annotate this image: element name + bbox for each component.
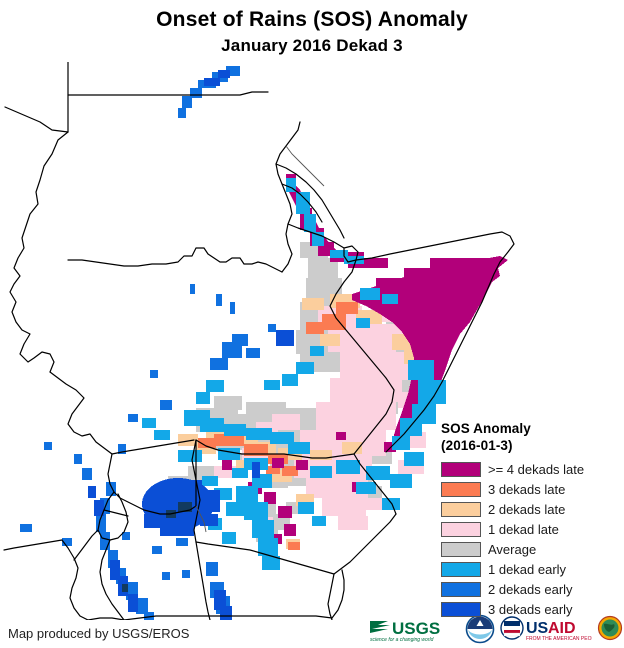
fewsnet-logo[interactable]: FEWS NET FAMINE EARLY WARNING SYSTEMS NE…	[597, 613, 624, 645]
legend-item[interactable]: >= 4 dekads late	[441, 459, 619, 479]
legend-item[interactable]: 1 dekad late	[441, 519, 619, 539]
legend-swatch-icon	[441, 581, 481, 597]
legend-swatch-icon	[441, 481, 481, 497]
legend-title: SOS Anomaly	[441, 421, 531, 436]
legend-swatch-icon	[441, 461, 481, 477]
legend-item-label: Average	[488, 541, 537, 557]
legend-swatch-icon	[441, 601, 481, 617]
noaa-logo-icon	[465, 614, 495, 644]
legend-item[interactable]: 1 dekad early	[441, 559, 619, 579]
svg-text:US: US	[526, 620, 549, 637]
usgs-logo[interactable]: USGS science for a changing world	[368, 613, 460, 645]
legend-item[interactable]: 2 dekads early	[441, 579, 619, 599]
map-canvas[interactable]: SOS Anomaly (2016-01-3) >= 4 dekads late…	[0, 62, 624, 620]
map-credit: Map produced by USGS/EROS	[8, 626, 190, 641]
legend-item[interactable]: 3 dekads early	[441, 599, 619, 619]
country-borders	[3, 62, 515, 620]
legend-subtitle: (2016-01-3)	[441, 438, 513, 453]
usaid-logo[interactable]: US AID FROM THE AMERICAN PEOPLE	[500, 613, 592, 645]
legend-item-label: 1 dekad early	[488, 561, 567, 577]
svg-text:FROM THE AMERICAN PEOPLE: FROM THE AMERICAN PEOPLE	[526, 636, 592, 642]
logo-bar: USGS science for a changing world US AID	[368, 612, 624, 646]
legend-item[interactable]: >= 4 dekads early	[441, 619, 619, 620]
legend-item-label: 2 dekads late	[488, 501, 566, 517]
usgs-logo-icon: USGS science for a changing world	[370, 619, 440, 643]
legend-item[interactable]: 2 dekads late	[441, 499, 619, 519]
noaa-logo[interactable]	[465, 613, 495, 645]
page-subtitle: January 2016 Dekad 3	[221, 36, 403, 55]
legend-item-label: 3 dekads early	[488, 601, 573, 617]
svg-text:AID: AID	[548, 620, 576, 637]
page-title: Onset of Rains (SOS) Anomaly	[156, 8, 468, 31]
map-graphic	[3, 62, 515, 620]
legend-item[interactable]: 3 dekads late	[441, 479, 619, 499]
legend-item-label: 1 dekad late	[488, 521, 559, 537]
legend-item-label: 2 dekads early	[488, 581, 573, 597]
legend-swatch-icon	[441, 561, 481, 577]
svg-text:science for a changing world: science for a changing world	[370, 637, 434, 643]
usaid-logo-icon: US AID FROM THE AMERICAN PEOPLE	[500, 616, 592, 642]
legend-item-label: 3 dekads late	[488, 481, 566, 497]
svg-text:USGS: USGS	[392, 619, 440, 638]
title-block: Onset of Rains (SOS) Anomaly January 201…	[0, 0, 624, 56]
legend-swatch-icon	[441, 501, 481, 517]
legend-swatch-icon	[441, 521, 481, 537]
legend-item[interactable]: Average	[441, 539, 619, 559]
admin-lines	[195, 145, 325, 533]
anomaly-raster	[20, 66, 508, 620]
legend-item-label: >= 4 dekads late	[488, 461, 585, 477]
map-legend: SOS Anomaly (2016-01-3) >= 4 dekads late…	[441, 420, 619, 620]
legend-swatch-icon	[441, 541, 481, 557]
fewsnet-logo-icon: FEWS NET FAMINE EARLY WARNING SYSTEMS NE…	[597, 615, 623, 641]
